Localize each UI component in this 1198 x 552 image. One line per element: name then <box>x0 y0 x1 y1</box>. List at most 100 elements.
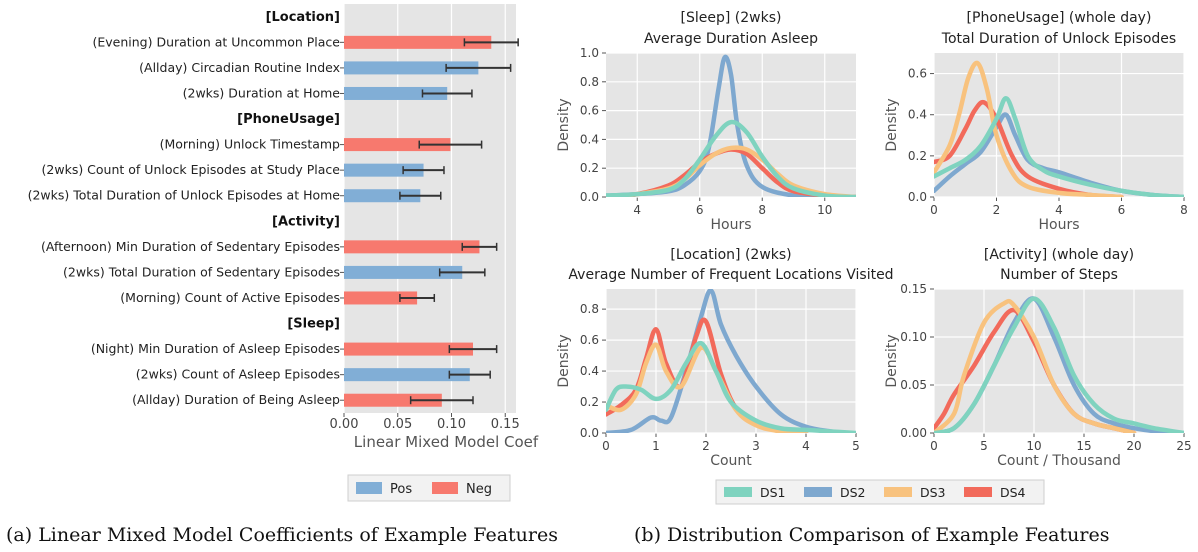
phone-ytick-label: 0.4 <box>908 108 927 122</box>
location-ytick-label: 0.8 <box>580 302 599 316</box>
location-xtick-label: 0 <box>602 439 610 453</box>
phone-xtick-label: 8 <box>1180 203 1188 217</box>
activity-title-line2: Number of Steps <box>1000 267 1118 283</box>
activity-xtick-label: 10 <box>1026 439 1041 453</box>
phone-series-ds3 <box>934 60 1124 197</box>
sleep-yaxis-label: Density <box>556 98 572 151</box>
phone-series-ds1 <box>934 96 1184 197</box>
activity-xaxis-label: Count / Thousand <box>997 453 1121 469</box>
activity-series-ds3 <box>934 298 1137 433</box>
bar-row-label: (Evening) Duration at Uncommon Place <box>93 34 341 49</box>
location-ytick-label: 0.6 <box>580 333 599 347</box>
activity-series-ds1 <box>934 296 1184 433</box>
bar-row-label: (Morning) Unlock Timestamp <box>160 137 340 152</box>
bar-mark <box>344 291 418 305</box>
location-ytick-label: 0.2 <box>580 395 599 409</box>
bar-mark <box>344 393 442 407</box>
bar-mark <box>344 189 421 203</box>
sleep-xaxis-label: Hours <box>710 217 751 233</box>
phone-title-line2: Total Duration of Unlock Episodes <box>941 31 1176 47</box>
bar-group-header: [Location] <box>266 10 340 25</box>
bar-group-header: [PhoneUsage] <box>237 112 340 127</box>
caption-right: (b) Distribution Comparison of Example F… <box>634 524 1110 546</box>
sleep-title-line1: [Sleep] (2wks) <box>681 10 782 26</box>
bar-xtick-label: 0.10 <box>437 417 466 432</box>
location-xtick-label: 4 <box>802 439 810 453</box>
dist-legend-label: DS1 <box>760 485 786 500</box>
bar-row-label: (2wks) Count of Unlock Episodes at Study… <box>42 162 341 177</box>
bar-mark <box>344 35 492 49</box>
dist-legend-label: DS2 <box>840 485 866 500</box>
phone-yaxis-label: Density <box>884 98 900 151</box>
phone-ytick-label: 0.0 <box>908 190 927 204</box>
caption-left: (a) Linear Mixed Model Coefficients of E… <box>6 524 558 546</box>
location-xtick-label: 5 <box>852 439 860 453</box>
bar-row-label: (Allday) Circadian Routine Index <box>139 60 340 75</box>
sleep-ytick-label: 0.4 <box>580 132 599 146</box>
bar-group-header: [Sleep] <box>287 317 340 332</box>
bar-row-label: (2wks) Total Duration of Unlock Episodes… <box>28 188 341 203</box>
sleep-xtick-label: 4 <box>633 203 641 217</box>
sleep-xtick-label: 6 <box>696 203 704 217</box>
location-series-ds3 <box>606 342 809 433</box>
activity-title-line1: [Activity] (whole day) <box>984 247 1134 263</box>
bar-row-label: (Afternoon) Min Duration of Sedentary Ep… <box>41 239 340 254</box>
location-ytick-label: 0.0 <box>580 426 599 440</box>
sleep-xtick-label: 10 <box>817 203 832 217</box>
location-ytick-label: 0.4 <box>580 364 599 378</box>
bar-legend-swatch <box>356 482 382 494</box>
phone-ytick-label: 0.6 <box>908 67 927 81</box>
location-yaxis-label: Density <box>556 334 572 387</box>
bar-xaxis-label: Linear Mixed Model Coef <box>354 433 539 451</box>
dist-legend-label: DS3 <box>920 485 946 500</box>
activity-ytick-label: 0.05 <box>900 378 927 392</box>
phone-xtick-label: 6 <box>1118 203 1126 217</box>
activity-yaxis-label: Density <box>884 334 900 387</box>
phone-xaxis-label: Hours <box>1038 217 1079 233</box>
sleep-ytick-label: 0.2 <box>580 161 599 175</box>
phone-title-line1: [PhoneUsage] (whole day) <box>967 10 1152 26</box>
phone-xtick-label: 2 <box>993 203 1001 217</box>
bar-legend-swatch <box>432 482 458 494</box>
activity-xtick-label: 5 <box>980 439 988 453</box>
bar-group-header: [Activity] <box>272 214 340 229</box>
sleep-ytick-label: 0.0 <box>580 190 599 204</box>
bar-xtick-label: 0.05 <box>383 417 412 432</box>
bar-legend-label: Neg <box>466 482 492 497</box>
phone-ytick-label: 0.2 <box>908 149 927 163</box>
sleep-ytick-label: 0.8 <box>580 75 599 89</box>
location-xtick-label: 2 <box>702 439 710 453</box>
location-xtick-label: 3 <box>752 439 760 453</box>
location-title-line2: Average Number of Frequent Locations Vis… <box>568 267 893 283</box>
activity-ytick-label: 0.15 <box>900 282 927 296</box>
bar-row-label: (Allday) Duration of Being Asleep <box>132 392 340 407</box>
bar-legend-label: Pos <box>390 482 412 497</box>
bar-mark <box>344 265 463 279</box>
bar-row-label: (Night) Min Duration of Asleep Episodes <box>91 341 340 356</box>
activity-ytick-label: 0.00 <box>900 426 927 440</box>
location-xaxis-label: Count <box>710 453 752 469</box>
dist-legend-swatch <box>804 487 832 497</box>
activity-xtick-label: 0 <box>930 439 938 453</box>
bar-mark <box>344 61 479 75</box>
location-series-ds1 <box>606 340 856 433</box>
activity-xtick-label: 15 <box>1076 439 1091 453</box>
bar-mark <box>344 138 451 152</box>
dist-legend-swatch <box>724 487 752 497</box>
bar-row-label: (Morning) Count of Active Episodes <box>120 290 340 305</box>
activity-xtick-label: 25 <box>1176 439 1191 453</box>
dist-legend-swatch <box>964 487 992 497</box>
bar-row-label: (2wks) Total Duration of Sedentary Episo… <box>63 264 340 279</box>
location-xtick-label: 1 <box>652 439 660 453</box>
sleep-xtick-label: 8 <box>758 203 766 217</box>
bar-mark <box>344 368 470 382</box>
activity-xtick-label: 20 <box>1126 439 1141 453</box>
bar-row-label: (2wks) Count of Asleep Episodes <box>136 367 340 382</box>
sleep-series-ds1 <box>606 119 856 197</box>
sleep-ytick-label: 1.0 <box>580 46 599 60</box>
bar-row-label: (2wks) Duration at Home <box>183 85 341 100</box>
dist-legend-swatch <box>884 487 912 497</box>
phone-xtick-label: 4 <box>1055 203 1063 217</box>
bar-mark <box>344 86 448 100</box>
